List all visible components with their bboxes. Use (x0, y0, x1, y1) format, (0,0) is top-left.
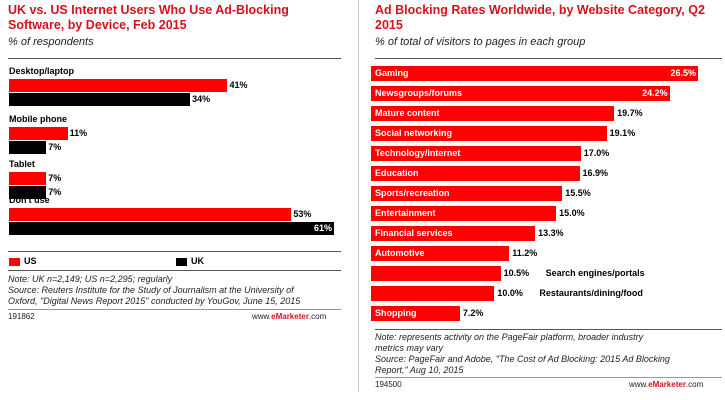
value-label-uk-mobile-phone: 7% (48, 142, 62, 152)
value-label-shopping: 7.2% (462, 308, 484, 318)
category-label-mobile-phone: Mobile phone (9, 114, 67, 124)
left-legend-rule (8, 251, 341, 252)
right-top-rule (375, 58, 722, 59)
value-label-uk-desktop-laptop: 34% (192, 94, 211, 104)
value-label-financial-services: 13.3% (538, 228, 564, 238)
value-label-restaurants-dining-food: 10.0% (497, 288, 523, 298)
category-label-tablet: Tablet (9, 159, 35, 169)
value-label-social-networking: 19.1% (609, 128, 636, 138)
bar-us-desktop-laptop (9, 79, 228, 92)
value-label-us-don-t-use: 53% (293, 209, 312, 219)
value-label-search-engines-portals: 10.5% (503, 268, 530, 278)
left-chart-panel: UK vs. US Internet Users Who Use Ad-Bloc… (0, 0, 352, 400)
bar-uk-desktop-laptop (9, 93, 191, 106)
bar-shopping (371, 306, 460, 321)
left-brand-suffix: .com (308, 312, 327, 321)
right-note-line-3: Source: PageFair and Adobe, "The Cost of… (375, 354, 670, 364)
legend-swatch-uk (176, 258, 187, 266)
bar-social-networking (371, 126, 607, 141)
bar-us-tablet (9, 172, 47, 185)
value-label-sports-recreation: 15.5% (565, 188, 591, 198)
right-brand: www.eMarketer.com (629, 380, 703, 390)
legend-swatch-us (9, 258, 20, 266)
bar-mature-content (371, 106, 615, 121)
value-label-entertainment: 15.0% (559, 208, 585, 218)
right-footer-rule (375, 377, 722, 378)
left-note-line-3: Oxford, "Digital News Report 2015" condu… (8, 296, 301, 306)
bar-restaurants-dining-food (371, 286, 495, 301)
bar-newsgroups-forums (371, 86, 670, 101)
right-chart-subtitle: % of total of visitors to pages in each … (375, 36, 586, 48)
left-brand: www.eMarketer.com (252, 312, 326, 322)
bar-search-engines-portals (371, 266, 501, 281)
left-note-rule (8, 270, 341, 271)
right-brand-name: eMarketer (648, 380, 686, 389)
right-note-rule (375, 329, 722, 330)
bar-uk-don-t-use (9, 222, 334, 235)
value-label-automotive: 11.2% (512, 248, 538, 258)
right-note-line-1: Note: represents activity on the PageFai… (375, 332, 644, 342)
category-label-gaming: Gaming (375, 68, 409, 78)
category-label-restaurants-dining-food: Restaurants/dining/food (539, 288, 643, 298)
left-note-line-2: Source: Reuters Institute for the Study … (8, 285, 294, 295)
bar-financial-services (371, 226, 536, 241)
category-label-newsgroups-forums: Newsgroups/forums (375, 88, 463, 98)
category-label-mature-content: Mature content (375, 108, 440, 118)
bar-gaming (371, 66, 698, 81)
left-top-rule (8, 58, 341, 59)
left-chart-subtitle: % of respondents (8, 36, 94, 48)
value-label-us-mobile-phone: 11% (69, 128, 88, 138)
value-label-technology-internet: 17.0% (583, 148, 610, 158)
bar-us-don-t-use (9, 208, 292, 221)
bar-entertainment (371, 206, 557, 221)
category-label-shopping: Shopping (375, 308, 417, 318)
right-note-line-4: Report," Aug 10, 2015 (375, 365, 464, 375)
value-label-education: 16.9% (582, 168, 609, 178)
left-footer-rule (8, 309, 341, 310)
left-note-line-1: Note: UK n=2,149; US n=2,295; regularly (8, 274, 173, 284)
value-label-us-desktop-laptop: 41% (229, 80, 248, 90)
category-label-education: Education (375, 168, 419, 178)
value-label-uk-tablet: 7% (48, 187, 62, 197)
category-label-technology-internet: Technology/internet (375, 148, 461, 158)
value-label-mature-content: 19.7% (617, 108, 643, 118)
bar-uk-tablet (9, 186, 47, 199)
value-label-us-tablet: 7% (48, 173, 62, 183)
value-label-uk-don-t-use: 61% (313, 223, 332, 233)
value-label-gaming: 26.5% (670, 68, 696, 78)
right-chart-panel: Ad Blocking Rates Worldwide, by Website … (367, 0, 725, 400)
category-label-search-engines-portals: Search engines/portals (545, 268, 645, 278)
category-label-sports-recreation: Sports/recreation (375, 188, 450, 198)
category-label-automotive: Automotive (375, 248, 425, 258)
bar-sports-recreation (371, 186, 563, 201)
left-brand-name: eMarketer (271, 312, 309, 321)
bar-automotive (371, 246, 510, 261)
left-brand-prefix: www. (252, 312, 272, 321)
bar-us-mobile-phone (9, 127, 68, 140)
category-label-desktop-laptop: Desktop/laptop (9, 66, 75, 76)
left-chart-code: 191862 (8, 312, 35, 321)
category-label-financial-services: Financial services (375, 228, 453, 238)
category-label-social-networking: Social networking (375, 128, 453, 138)
right-chart-title: Ad Blocking Rates Worldwide, by Website … (375, 3, 705, 32)
legend-label-us: US (24, 256, 37, 266)
value-label-newsgroups-forums: 24.2% (642, 88, 668, 98)
right-note-line-2: metrics may vary (375, 343, 444, 353)
right-brand-prefix: www. (629, 380, 649, 389)
panel-divider (358, 0, 359, 392)
bar-technology-internet (371, 146, 581, 161)
category-label-entertainment: Entertainment (375, 208, 436, 218)
bar-education (371, 166, 580, 181)
legend-label-uk: UK (191, 256, 204, 266)
bar-uk-mobile-phone (9, 141, 47, 154)
right-chart-code: 194500 (375, 380, 402, 389)
left-chart-title: UK vs. US Internet Users Who Use Ad-Bloc… (8, 3, 289, 32)
category-label-don-t-use: Don't use (9, 195, 50, 205)
right-brand-suffix: .com (685, 380, 704, 389)
